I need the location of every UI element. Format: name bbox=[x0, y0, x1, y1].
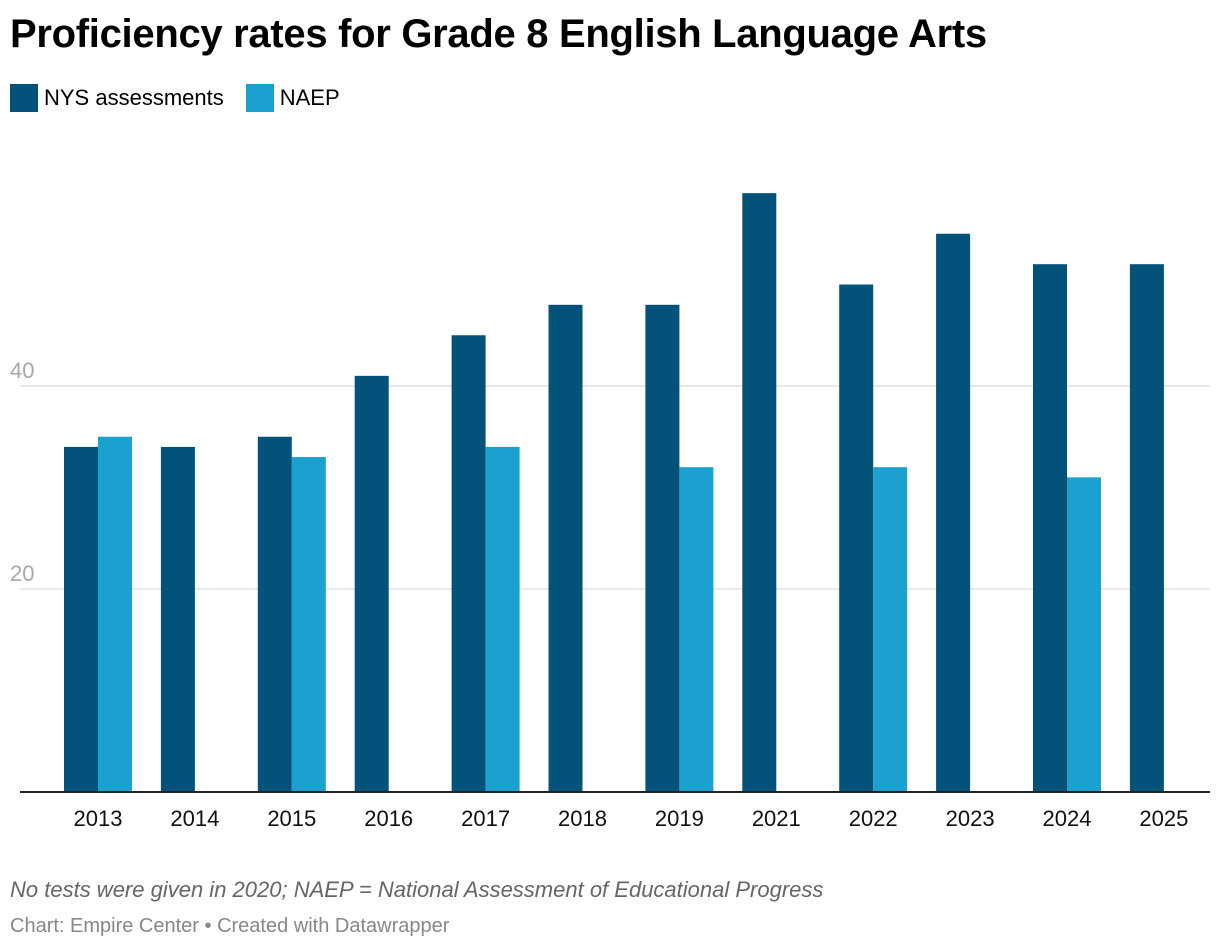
x-tick-label: 2022 bbox=[849, 806, 898, 831]
bar-nys-2024 bbox=[1033, 264, 1067, 792]
bar-nys-2021 bbox=[742, 193, 777, 792]
legend-swatch-naep bbox=[245, 84, 274, 112]
x-axis: 2013 2014 2015 2016 2017 2018 2019 2021 2022 2023… bbox=[20, 791, 1210, 831]
x-tick-label: 2018 bbox=[558, 806, 607, 831]
x-tick-label: 2015 bbox=[267, 806, 316, 831]
y-tick-label: 20 bbox=[10, 561, 34, 586]
chart-title: Proficiency rates for Grade 8 English La… bbox=[10, 12, 987, 56]
x-tick-label: 2016 bbox=[364, 806, 413, 831]
bar-nys-2015 bbox=[257, 436, 292, 792]
credit-line: Chart: Empire Center • Created with Data… bbox=[10, 915, 450, 937]
bar-nys-2016 bbox=[354, 375, 389, 792]
x-tick-label: 2014 bbox=[170, 806, 219, 831]
x-tick-label: 2021 bbox=[752, 806, 801, 831]
bar-naep-2013 bbox=[98, 436, 132, 792]
bar-naep-2024 bbox=[1067, 477, 1101, 792]
legend-label-naep: NAEP bbox=[279, 85, 340, 110]
legend-swatch-nys bbox=[10, 84, 38, 112]
bar-nys-2022 bbox=[839, 284, 874, 792]
footnote: No tests were given in 2020; NAEP = Nati… bbox=[10, 877, 824, 902]
bar-nys-2025 bbox=[1129, 264, 1164, 792]
bar-naep-2017 bbox=[485, 446, 520, 792]
bar-naep-2015 bbox=[291, 457, 326, 792]
bar-naep-2019 bbox=[679, 467, 714, 792]
bar-nys-2017 bbox=[451, 335, 486, 792]
x-tick-label: 2023 bbox=[946, 806, 995, 831]
bar-naep-2022 bbox=[873, 467, 908, 792]
legend-label-nys: NYS assessments bbox=[44, 85, 224, 110]
bars bbox=[64, 193, 1164, 792]
x-tick-label: 2017 bbox=[461, 806, 510, 831]
x-tick-label: 2025 bbox=[1139, 806, 1188, 831]
x-tick-label: 2013 bbox=[74, 806, 123, 831]
bar-nys-2018 bbox=[548, 304, 583, 792]
legend-item-nys: NYS assessments bbox=[10, 84, 224, 112]
legend: NYS assessments NAEP bbox=[10, 84, 362, 112]
bar-nys-2014 bbox=[160, 446, 195, 792]
x-tick-label: 2019 bbox=[655, 806, 704, 831]
bar-nys-2019 bbox=[645, 304, 680, 792]
bar-nys-2013 bbox=[64, 446, 98, 792]
x-tick-label: 2024 bbox=[1043, 806, 1092, 831]
bar-nys-2023 bbox=[936, 233, 971, 792]
legend-item-naep: NAEP bbox=[245, 84, 340, 112]
y-tick-label: 40 bbox=[10, 358, 34, 383]
